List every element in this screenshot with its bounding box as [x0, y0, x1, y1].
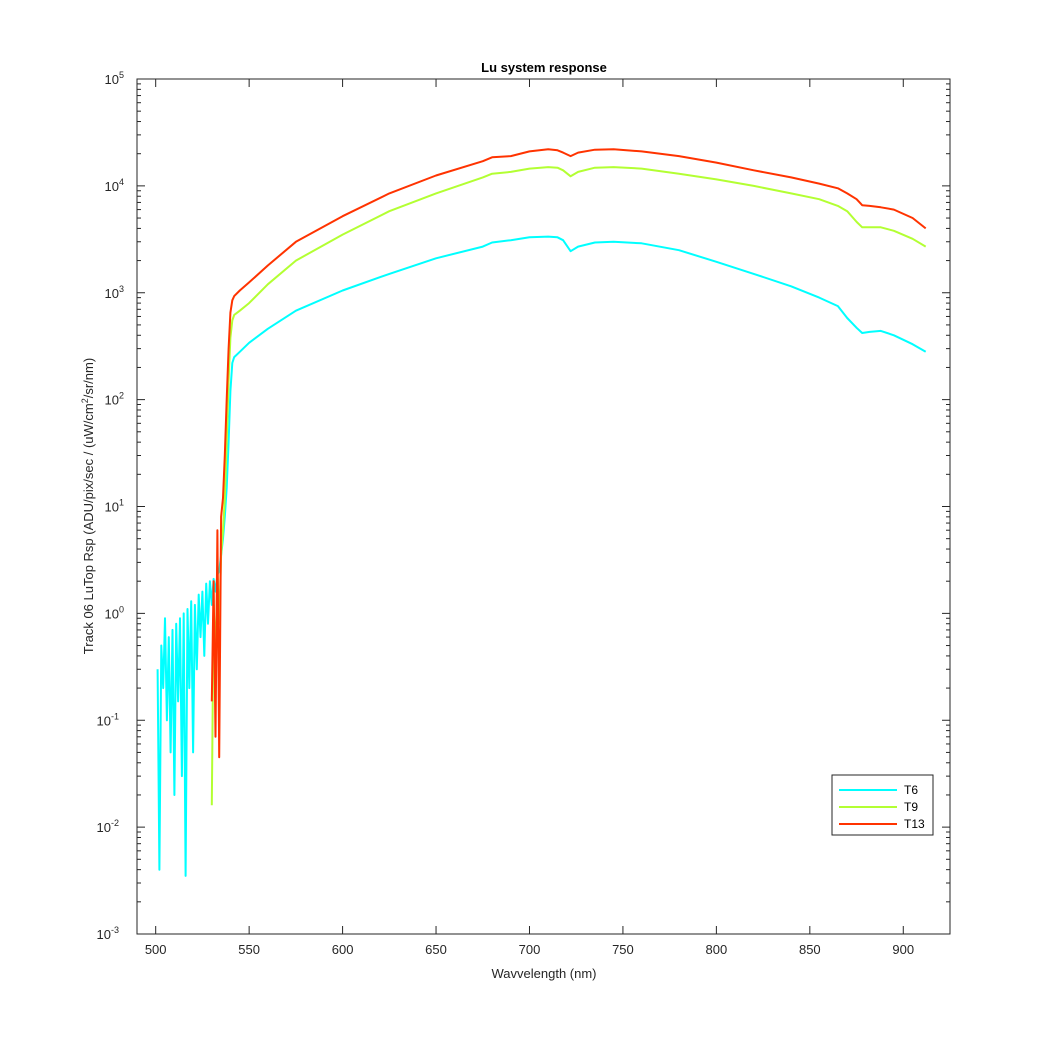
x-tick-label: 650 — [425, 942, 447, 957]
series-line-t9 — [210, 166, 927, 806]
y-tick-label: 103 — [105, 284, 124, 301]
y-tick-label: 102 — [105, 391, 124, 408]
y-tick-label: 104 — [105, 177, 124, 194]
y-axis-ticks: 10-3 10-2 10-1 100 101 102 103 104 105 — [97, 70, 950, 942]
x-tick-label: 500 — [145, 942, 167, 957]
y-axis-label-main: Track 06 LuTop Rsp (ADU/pix/sec / (uW/cm — [81, 403, 96, 654]
y-tick-label: 10-2 — [97, 818, 119, 835]
plot-background — [137, 79, 950, 934]
x-tick-label: 800 — [706, 942, 728, 957]
series-line-t13 — [210, 148, 927, 759]
x-axis-label: Wavvelength (nm) — [492, 966, 597, 981]
legend: T6 T9 T13 — [831, 774, 934, 836]
y-tick-label: 10-1 — [97, 711, 119, 728]
y-tick-label: 10-3 — [97, 925, 119, 942]
y-tick-label: 101 — [105, 498, 124, 515]
x-tick-label: 900 — [892, 942, 914, 957]
y-tick-label: 100 — [105, 604, 124, 621]
x-tick-label: 550 — [238, 942, 260, 957]
legend-label-t9: T9 — [904, 800, 918, 814]
x-tick-label: 700 — [519, 942, 541, 957]
x-axis-ticks: 500 550 600 650 700 750 800 850 900 — [145, 79, 914, 957]
x-tick-label: 600 — [332, 942, 354, 957]
x-tick-label: 750 — [612, 942, 634, 957]
chart-title: Lu system response — [481, 60, 607, 75]
y-tick-label: 105 — [105, 70, 124, 87]
y-axis-label-tail: /sr/nm) — [81, 358, 96, 398]
series-layer — [156, 148, 927, 877]
series-line-t6 — [156, 235, 927, 877]
y-axis-label: Track 06 LuTop Rsp (ADU/pix/sec / (uW/cm… — [80, 358, 96, 654]
plot-area — [136, 78, 951, 935]
legend-label-t6: T6 — [904, 783, 918, 797]
y-axis-label-superscript: 2 — [80, 398, 90, 403]
legend-label-t13: T13 — [904, 817, 925, 831]
x-tick-label: 850 — [799, 942, 821, 957]
